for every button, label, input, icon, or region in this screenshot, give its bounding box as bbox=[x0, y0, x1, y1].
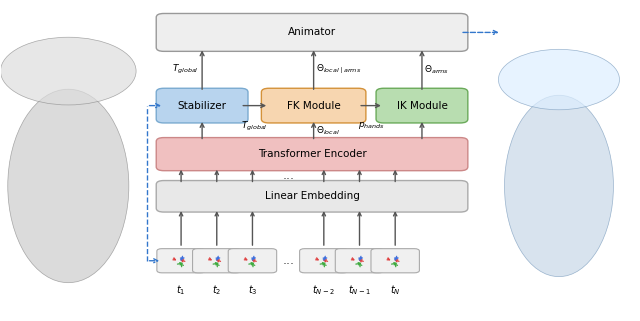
FancyBboxPatch shape bbox=[156, 88, 248, 123]
Text: IK Module: IK Module bbox=[397, 100, 447, 111]
FancyBboxPatch shape bbox=[193, 249, 241, 273]
Text: Linear Embedding: Linear Embedding bbox=[264, 191, 360, 201]
Text: $T_{global}$: $T_{global}$ bbox=[172, 63, 199, 76]
Text: $t_3$: $t_3$ bbox=[248, 283, 257, 297]
Text: $t_1$: $t_1$ bbox=[177, 283, 186, 297]
Text: ...: ... bbox=[282, 254, 294, 267]
FancyBboxPatch shape bbox=[156, 138, 468, 171]
FancyBboxPatch shape bbox=[157, 249, 205, 273]
Text: ...: ... bbox=[282, 169, 294, 182]
Ellipse shape bbox=[8, 89, 129, 283]
FancyBboxPatch shape bbox=[371, 249, 419, 273]
Circle shape bbox=[499, 49, 620, 110]
Text: Transformer Encoder: Transformer Encoder bbox=[258, 149, 367, 159]
Text: $t_{N-2}$: $t_{N-2}$ bbox=[312, 283, 335, 297]
Text: $t_2$: $t_2$ bbox=[212, 283, 221, 297]
Circle shape bbox=[1, 37, 136, 105]
FancyBboxPatch shape bbox=[335, 249, 384, 273]
FancyBboxPatch shape bbox=[261, 88, 366, 123]
Text: FK Module: FK Module bbox=[287, 100, 340, 111]
Text: $\Theta_{local}$: $\Theta_{local}$ bbox=[316, 124, 339, 136]
FancyBboxPatch shape bbox=[228, 249, 276, 273]
FancyBboxPatch shape bbox=[156, 180, 468, 212]
Text: $\Theta_{arms}$: $\Theta_{arms}$ bbox=[424, 64, 449, 76]
Text: $p_{hands}$: $p_{hands}$ bbox=[358, 120, 385, 131]
Text: $\Theta_{local \mid arms}$: $\Theta_{local \mid arms}$ bbox=[316, 63, 361, 76]
Ellipse shape bbox=[504, 95, 614, 277]
Text: $T_{global}$: $T_{global}$ bbox=[241, 120, 268, 133]
Text: Animator: Animator bbox=[288, 27, 336, 38]
Text: $t_N$: $t_N$ bbox=[390, 283, 401, 297]
FancyBboxPatch shape bbox=[376, 88, 468, 123]
FancyBboxPatch shape bbox=[156, 13, 468, 51]
Text: Stabilizer: Stabilizer bbox=[178, 100, 227, 111]
FancyBboxPatch shape bbox=[300, 249, 348, 273]
Text: $t_{N-1}$: $t_{N-1}$ bbox=[348, 283, 371, 297]
